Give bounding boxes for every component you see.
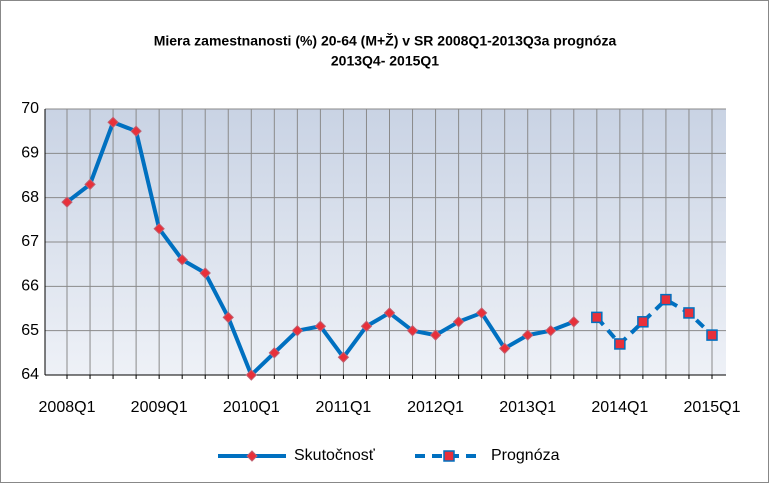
data-point	[475, 307, 488, 319]
data-point	[591, 311, 603, 324]
data-point	[383, 307, 396, 319]
data-point	[314, 320, 327, 332]
y-tick-label: 64	[21, 366, 39, 383]
data-point	[429, 329, 442, 341]
data-point	[522, 329, 534, 341]
data-point	[706, 329, 718, 341]
data-point	[337, 351, 350, 363]
data-point	[660, 293, 672, 306]
x-tick-label: 2008Q1	[39, 399, 96, 416]
data-point	[637, 316, 649, 328]
data-point	[498, 342, 511, 355]
data-point	[130, 125, 142, 137]
data-point	[84, 178, 96, 191]
y-tick-label: 69	[21, 145, 39, 162]
x-tick-label: 2009Q1	[131, 399, 188, 416]
legend-label: Skutočnosť	[294, 447, 376, 464]
data-point	[176, 254, 188, 266]
data-point	[614, 338, 626, 350]
legend-label: Prognóza	[491, 447, 560, 464]
data-point	[199, 267, 211, 279]
data-point	[61, 196, 73, 208]
data-point	[268, 347, 281, 359]
data-point	[245, 369, 257, 381]
data-point	[452, 316, 465, 328]
legend-marker	[443, 450, 455, 462]
data-point	[406, 324, 419, 337]
chart-title: Miera zamestnanosti (%) 20-64 (M+Ž) v SR…	[154, 32, 617, 49]
y-tick-label: 70	[21, 100, 39, 117]
y-tick-label: 66	[21, 278, 39, 295]
data-point	[222, 311, 234, 324]
y-tick-label: 67	[21, 233, 39, 250]
legend-marker	[246, 450, 258, 462]
data-point	[545, 324, 557, 337]
x-tick-label: 2011Q1	[316, 399, 372, 416]
x-tick-label: 2012Q1	[407, 399, 464, 416]
data-point	[683, 307, 695, 319]
x-tick-label: 2013Q1	[499, 399, 556, 416]
data-point	[360, 320, 373, 332]
y-tick-label: 68	[21, 189, 39, 206]
data-point	[291, 324, 304, 337]
data-point	[107, 116, 119, 129]
data-point	[153, 222, 165, 235]
data-point	[568, 316, 580, 328]
x-tick-label: 2014Q1	[591, 399, 648, 416]
chart-title: 2013Q4- 2015Q1	[331, 53, 439, 69]
x-tick-label: 2015Q1	[684, 399, 741, 416]
y-tick-label: 65	[21, 322, 39, 339]
x-tick-label: 2010Q1	[223, 399, 280, 416]
